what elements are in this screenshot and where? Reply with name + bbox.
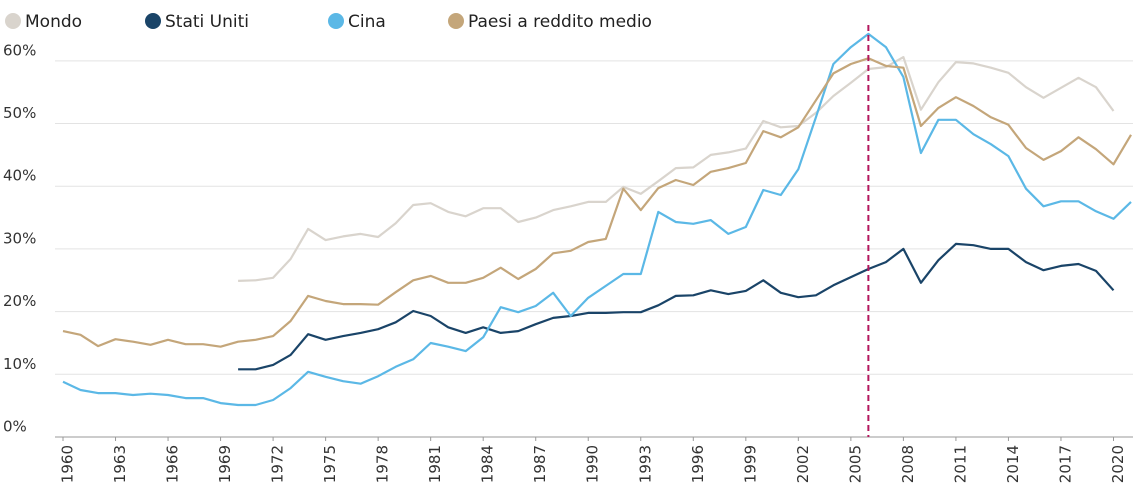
- x-tick-label: 1963: [111, 445, 129, 483]
- series-line: [62, 57, 1132, 348]
- y-tick-label: 10%: [3, 355, 36, 373]
- y-tick-label: 30%: [3, 229, 36, 247]
- x-tick-label: 2005: [846, 445, 864, 483]
- series-line: [238, 242, 1115, 371]
- x-tick-label: 1975: [321, 445, 339, 483]
- x-tick-label: 1999: [741, 445, 759, 483]
- x-tick-label: 1993: [636, 445, 654, 483]
- y-tick-label: 40%: [3, 167, 36, 185]
- y-tick-label: 0%: [3, 418, 27, 436]
- x-tick-label: 1996: [689, 445, 707, 483]
- y-tick-label: 60%: [3, 41, 36, 59]
- x-tick-label: 2017: [1056, 445, 1074, 483]
- x-tick-label: 1969: [216, 445, 234, 483]
- legend-label: Stati Uniti: [165, 12, 249, 32]
- x-tick-label: 2020: [1109, 445, 1127, 483]
- series-line: [238, 56, 1115, 282]
- series-line: [62, 32, 1132, 407]
- x-tick-label: 2008: [899, 445, 917, 483]
- legend-label: Mondo: [25, 12, 82, 32]
- legend-marker: [145, 13, 161, 29]
- legend-marker: [448, 13, 464, 29]
- x-tick-label: 1960: [59, 445, 77, 483]
- x-tick-label: 1987: [531, 445, 549, 483]
- y-tick-label: 20%: [3, 292, 36, 310]
- x-tick-label: 1972: [269, 445, 287, 483]
- legend-marker: [5, 13, 21, 29]
- x-tick-label: 1981: [426, 445, 444, 483]
- x-tick-label: 2002: [794, 445, 812, 483]
- legend-label: Paesi a reddito medio: [468, 12, 652, 32]
- x-tick-label: 1990: [584, 445, 602, 483]
- legend-label: Cina: [348, 12, 386, 32]
- legend-marker: [328, 13, 344, 29]
- x-tick-label: 1978: [374, 445, 392, 483]
- x-tick-label: 1984: [479, 445, 497, 483]
- x-tick-label: 2014: [1004, 445, 1022, 483]
- x-tick-label: 2011: [951, 445, 969, 483]
- y-tick-label: 50%: [3, 104, 36, 122]
- x-tick-label: 1966: [164, 445, 182, 483]
